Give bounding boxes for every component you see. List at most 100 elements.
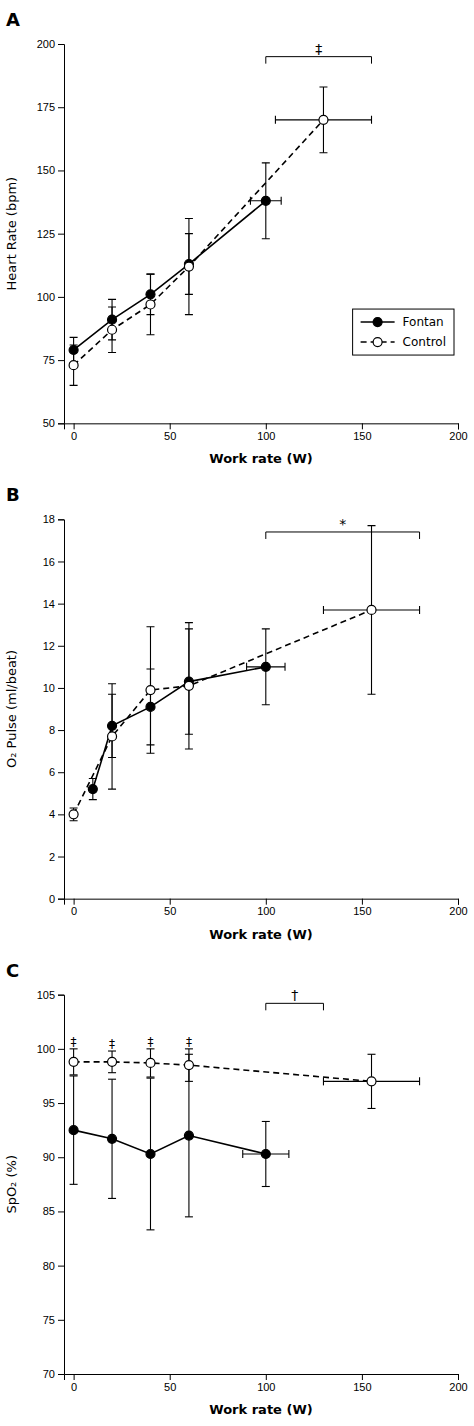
y-axis-title: Heart Rate (bpm) [4, 177, 19, 291]
figure: 0501001502005075100125150175200Work rate… [0, 0, 474, 1426]
y-error-bar [70, 1076, 78, 1184]
y-tick: 4 [49, 808, 64, 820]
bracket-label: * [339, 516, 346, 532]
y-tick-mark [58, 423, 64, 424]
annotation: ‡ [186, 1035, 192, 1049]
y-error-bar [185, 218, 193, 314]
y-error-bar [262, 163, 270, 239]
y-error-bar [262, 1121, 270, 1186]
point [108, 325, 117, 334]
y-tick-label: 95 [43, 1097, 55, 1109]
point [108, 732, 117, 741]
x-tick: 200 [449, 423, 467, 442]
x-error-cap [281, 197, 282, 205]
annotation: ‡ [71, 1035, 77, 1049]
x-tick-label: 100 [257, 430, 275, 442]
y-error-bar [108, 684, 116, 789]
x-tick: 50 [164, 1374, 176, 1393]
y-axis: 5075100125150175200 [37, 38, 65, 429]
x-error-cap [288, 1150, 289, 1158]
x-tick-label: 200 [449, 905, 467, 917]
y-tick: 100 [37, 1043, 64, 1055]
y-error-cap [108, 306, 116, 307]
series-line [74, 120, 324, 365]
y-tick: 75 [43, 354, 64, 366]
bracket-line [266, 532, 420, 539]
y-error-cap [146, 1076, 154, 1077]
y-error-bar [319, 87, 327, 153]
x-tick-mark [458, 899, 459, 905]
y-tick-label: 200 [37, 38, 55, 50]
y-error-cap [108, 299, 116, 300]
x-tick-mark [458, 423, 459, 429]
y-tick-label: 75 [43, 354, 55, 366]
x-error-bar [247, 663, 285, 671]
y-error-cap [185, 1216, 193, 1217]
x-error-cap [371, 116, 372, 124]
legend-label: Control [403, 335, 446, 349]
y-tick: 18 [43, 513, 64, 525]
y-error-cap [185, 314, 193, 315]
y-tick: 16 [43, 556, 64, 568]
x-tick: 100 [257, 899, 275, 918]
y-error-bar [70, 345, 78, 385]
y-tick: 14 [43, 598, 64, 610]
x-tick: 50 [164, 899, 176, 918]
y-tick-mark [58, 170, 64, 171]
x-tick: 0 [71, 899, 77, 918]
y-tick-label: 75 [43, 1314, 55, 1326]
x-tick-label: 50 [164, 905, 176, 917]
y-error-cap [108, 352, 116, 353]
x-error-bar [275, 116, 371, 124]
y-error-bar [146, 1078, 154, 1230]
legend-item: Fontan [361, 315, 444, 329]
y-error-bar [108, 1079, 116, 1198]
y-tick-label: 80 [43, 1260, 55, 1272]
y-tick: 95 [43, 1097, 64, 1109]
y-tick: 2 [49, 851, 64, 863]
y-tick-mark [58, 297, 64, 298]
y-tick-label: 70 [43, 1368, 55, 1380]
x-tick-label: 100 [257, 1381, 275, 1393]
point [108, 1134, 117, 1143]
annotations: * [266, 516, 420, 539]
y-error-cap [146, 626, 154, 627]
y-error-bar [146, 627, 154, 753]
x-tick-label: 200 [449, 1381, 467, 1393]
point [184, 262, 193, 271]
y-tick: 150 [37, 164, 64, 176]
x-error-cap [419, 1077, 420, 1085]
y-tick-label: 175 [37, 101, 55, 113]
point [108, 1057, 117, 1066]
panel: 050100150200707580859095100105Work rate … [4, 960, 468, 1417]
y-error-cap [70, 344, 78, 345]
y-tick: 6 [49, 766, 64, 778]
y-error-cap [146, 1229, 154, 1230]
y-tick-mark [58, 1049, 64, 1050]
x-axis: 050100150200 [65, 423, 468, 442]
series [88, 629, 285, 800]
y-error-cap [185, 748, 193, 749]
x-error-bar [250, 197, 281, 205]
x-axis-line [65, 424, 459, 430]
x-axis-line [65, 1375, 459, 1381]
x-tick-label: 0 [71, 905, 77, 917]
y-axis-title: O₂ Pulse (ml/beat) [4, 650, 19, 768]
y-tick-label: 85 [43, 1205, 55, 1217]
y-tick-label: 18 [43, 513, 55, 525]
y-tick-label: 0 [49, 893, 55, 905]
x-axis-line [65, 899, 459, 905]
y-tick: 200 [37, 38, 64, 50]
annotation: ‡ [147, 1035, 153, 1049]
y-error-cap [70, 820, 78, 821]
y-error-cap [368, 1108, 376, 1109]
legend-swatch-marker [373, 338, 382, 347]
bracket-line [266, 1003, 324, 1010]
y-error-cap [368, 525, 376, 526]
x-tick: 150 [353, 899, 371, 918]
y-error-cap [146, 1078, 154, 1079]
series-line [93, 667, 266, 789]
y-tick-label: 125 [37, 228, 55, 240]
point [146, 1149, 155, 1158]
x-tick-label: 100 [257, 905, 275, 917]
